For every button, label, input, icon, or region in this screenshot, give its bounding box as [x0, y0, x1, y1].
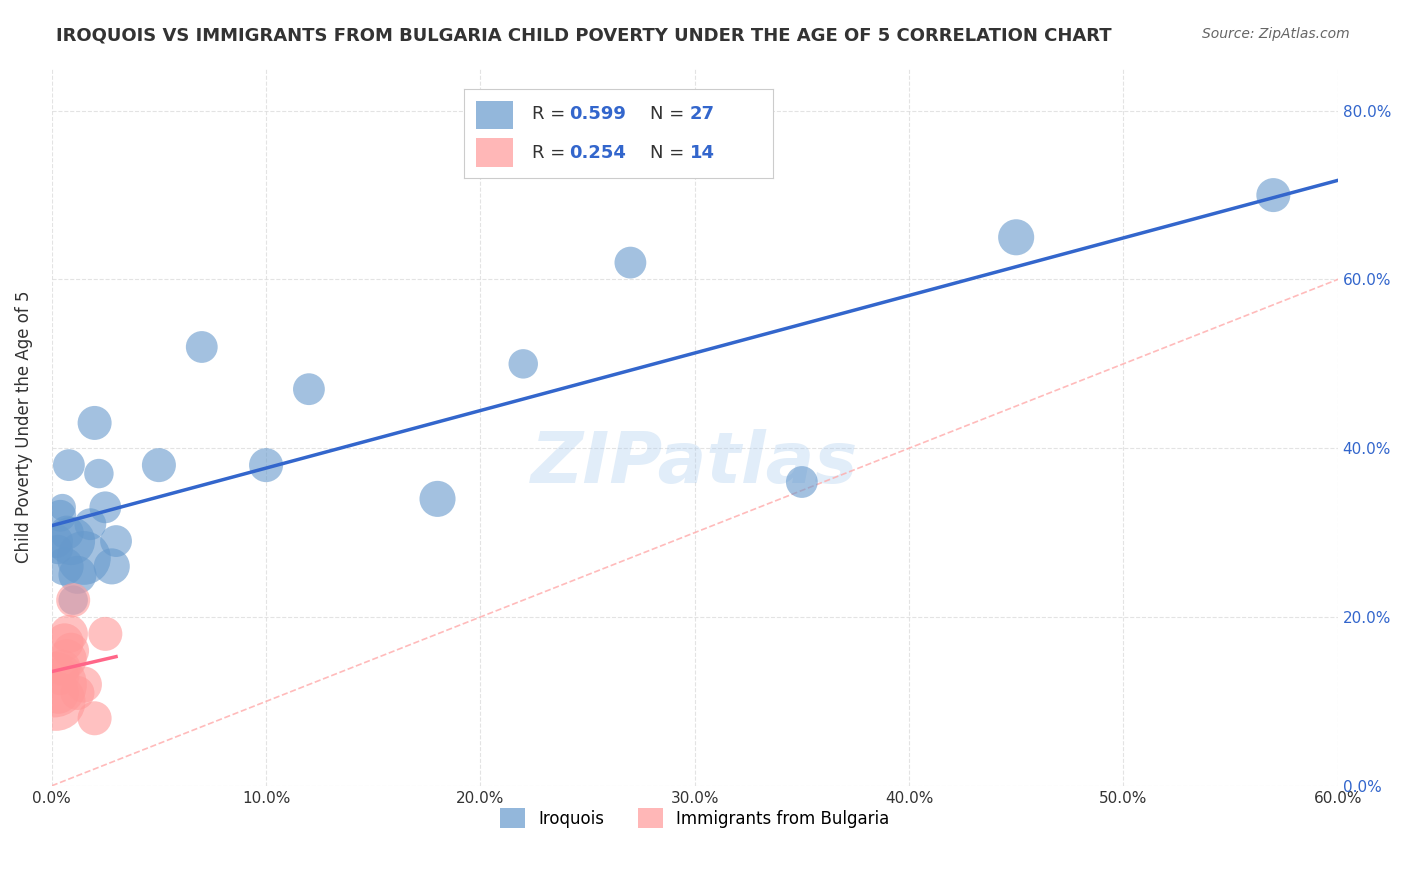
- Text: 27: 27: [690, 105, 714, 123]
- Point: [105, 534, 128, 549]
- Point: [51, 500, 73, 515]
- Point: [512, 357, 534, 371]
- Y-axis label: Child Poverty Under the Age of 5: Child Poverty Under the Age of 5: [15, 291, 32, 564]
- Point: [83, 711, 105, 725]
- Point: [66, 686, 89, 700]
- Point: [58, 458, 80, 472]
- Text: N =: N =: [650, 105, 689, 123]
- Point: [55, 652, 77, 666]
- Point: [53, 635, 76, 649]
- Point: [49, 508, 72, 523]
- Text: N =: N =: [650, 145, 689, 162]
- Point: [100, 559, 122, 574]
- Point: [42, 677, 65, 691]
- Text: 0.599: 0.599: [569, 105, 626, 123]
- FancyBboxPatch shape: [477, 101, 513, 129]
- Text: Source: ZipAtlas.com: Source: ZipAtlas.com: [1202, 27, 1350, 41]
- Point: [148, 458, 170, 472]
- Point: [79, 517, 101, 532]
- Legend: Iroquois, Immigrants from Bulgaria: Iroquois, Immigrants from Bulgaria: [494, 801, 896, 835]
- Point: [191, 340, 214, 354]
- Point: [46, 686, 69, 700]
- Text: 14: 14: [690, 145, 714, 162]
- Text: R =: R =: [531, 105, 571, 123]
- Point: [426, 491, 449, 506]
- Point: [619, 255, 641, 269]
- FancyBboxPatch shape: [477, 138, 513, 167]
- Point: [66, 567, 89, 582]
- Point: [254, 458, 277, 472]
- Point: [94, 627, 117, 641]
- Point: [83, 416, 105, 430]
- Point: [46, 542, 69, 557]
- Text: ZIPatlas: ZIPatlas: [531, 428, 859, 498]
- Point: [73, 677, 96, 691]
- Text: R =: R =: [531, 145, 571, 162]
- Point: [298, 382, 321, 396]
- Point: [51, 660, 73, 674]
- Point: [60, 534, 83, 549]
- Point: [53, 559, 76, 574]
- Point: [45, 534, 67, 549]
- Point: [49, 669, 72, 683]
- Point: [45, 694, 67, 708]
- Point: [73, 551, 96, 566]
- Point: [1005, 230, 1028, 244]
- Point: [790, 475, 813, 489]
- Point: [62, 593, 84, 607]
- Text: IROQUOIS VS IMMIGRANTS FROM BULGARIA CHILD POVERTY UNDER THE AGE OF 5 CORRELATIO: IROQUOIS VS IMMIGRANTS FROM BULGARIA CHI…: [56, 27, 1112, 45]
- Point: [55, 525, 77, 540]
- Point: [58, 627, 80, 641]
- Point: [60, 644, 83, 658]
- Point: [1263, 188, 1285, 202]
- Point: [87, 467, 110, 481]
- Point: [62, 593, 84, 607]
- Text: 0.254: 0.254: [569, 145, 626, 162]
- Point: [94, 500, 117, 515]
